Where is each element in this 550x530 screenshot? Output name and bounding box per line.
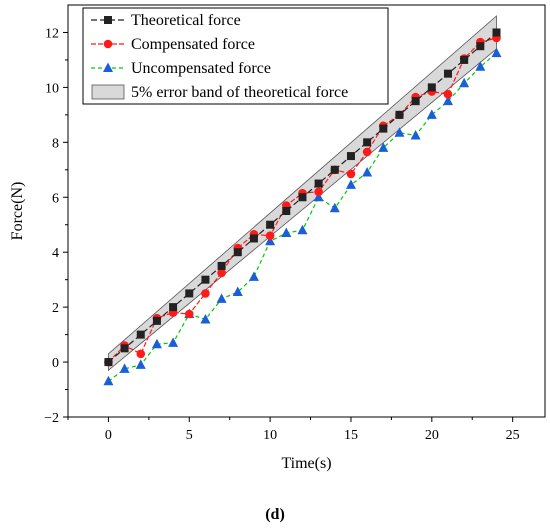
data-point — [103, 375, 114, 386]
data-point — [168, 337, 179, 347]
series-square — [104, 28, 501, 367]
data-point — [476, 42, 485, 51]
y-tick-label: 0 — [52, 356, 59, 371]
data-point — [346, 152, 355, 161]
data-point — [265, 231, 275, 241]
data-point — [459, 77, 470, 88]
legend-box — [82, 7, 389, 105]
data-point — [475, 61, 486, 71]
data-point — [362, 167, 373, 177]
data-point — [184, 309, 194, 319]
series-triangle — [103, 47, 502, 386]
data-point — [379, 124, 388, 133]
axes — [63, 4, 546, 422]
data-point — [363, 138, 372, 147]
legend-item: Compensated force — [91, 36, 255, 53]
data-point — [136, 330, 145, 339]
x-tick-label: 5 — [186, 428, 193, 443]
legend-item: 5% error band of theoretical force — [91, 84, 348, 101]
tick-labels: 0 5 10 15 20 25 −2 0 2 4 6 8 10 12 — [44, 26, 520, 443]
data-point — [346, 169, 356, 179]
data-point — [201, 289, 210, 298]
x-tick-label: 10 — [263, 428, 277, 443]
y-tick-label: 10 — [45, 81, 59, 96]
data-point — [232, 286, 243, 297]
series-layer — [103, 28, 502, 386]
x-tick-label: 25 — [506, 428, 520, 443]
data-point — [297, 224, 308, 235]
data-point — [201, 275, 210, 284]
data-point — [395, 110, 404, 119]
data-point — [233, 248, 242, 257]
legend-label: Compensated force — [131, 36, 255, 53]
y-tick-label: 2 — [52, 301, 59, 316]
legend-item: Uncompensated force — [91, 60, 271, 77]
data-point — [378, 142, 389, 152]
legend-marker — [104, 16, 112, 24]
data-point — [266, 220, 275, 229]
legend-marker — [103, 62, 113, 72]
data-point — [217, 261, 226, 270]
y-tick-label: 4 — [52, 246, 59, 261]
data-point — [152, 316, 161, 325]
legend-label: 5% error band of theoretical force — [131, 84, 348, 101]
legend-marker — [103, 39, 113, 49]
legend-band-swatch — [91, 84, 125, 100]
data-point — [119, 363, 130, 373]
data-point — [136, 349, 146, 359]
data-point — [249, 234, 258, 243]
data-point — [362, 147, 372, 157]
data-point — [426, 109, 437, 119]
plot-frame — [67, 4, 546, 418]
data-point — [217, 268, 226, 278]
data-point — [410, 129, 421, 140]
data-point — [248, 271, 259, 281]
y-tick-label: 6 — [52, 191, 59, 206]
data-point — [427, 83, 436, 92]
data-point — [185, 289, 194, 298]
x-tick-label: 15 — [344, 428, 358, 443]
legend: Theoretical force Compensated force Uncomp… — [82, 7, 389, 105]
data-point — [120, 344, 129, 353]
data-point — [330, 165, 339, 174]
data-point — [265, 235, 276, 246]
data-point — [314, 179, 323, 188]
data-point — [169, 303, 178, 312]
data-point — [151, 338, 162, 349]
data-point — [394, 127, 405, 137]
data-point — [443, 89, 453, 99]
data-point — [345, 179, 356, 189]
legend-label: Uncompensated force — [131, 60, 271, 77]
y-axis-label: Force(N) — [9, 182, 26, 241]
legend-label: Theoretical force — [131, 12, 241, 29]
data-point — [313, 191, 324, 202]
data-point — [104, 358, 113, 367]
data-point — [491, 47, 502, 58]
x-axis-label: Time(s) — [281, 455, 331, 472]
data-point — [442, 95, 453, 106]
data-point — [282, 207, 291, 215]
y-tick-label: −2 — [44, 411, 59, 426]
legend-item: Theoretical force — [91, 12, 241, 29]
data-point — [281, 227, 292, 237]
data-point — [298, 193, 307, 202]
data-point — [411, 97, 420, 106]
y-tick-label: 8 — [52, 136, 59, 151]
data-point — [135, 359, 146, 369]
data-point — [216, 293, 227, 303]
x-tick-label: 20 — [425, 428, 439, 443]
data-point — [329, 202, 340, 213]
y-tick-label: 12 — [45, 26, 59, 41]
data-point — [200, 313, 211, 324]
data-point — [443, 69, 452, 78]
figure-caption: (d) — [265, 506, 285, 523]
x-tick-label: 0 — [105, 428, 112, 443]
data-point — [460, 55, 469, 64]
data-point — [314, 187, 323, 197]
data-point — [492, 28, 501, 37]
